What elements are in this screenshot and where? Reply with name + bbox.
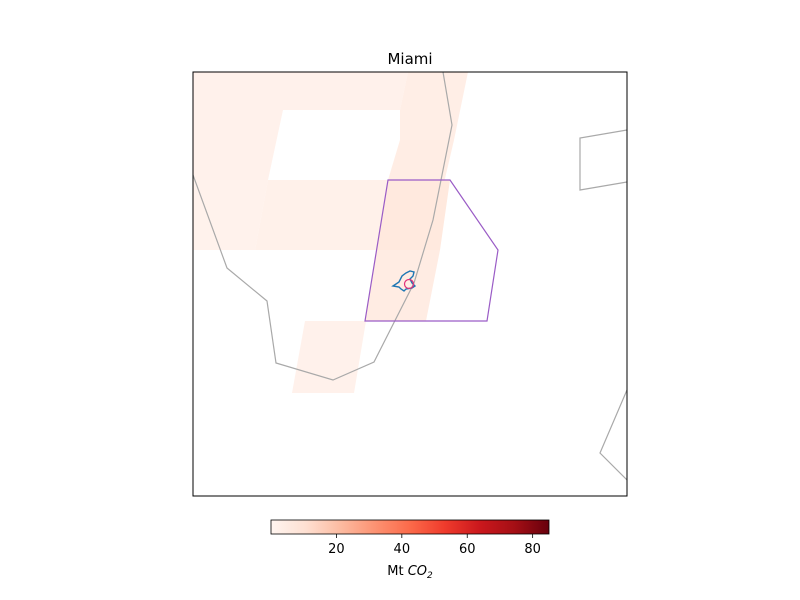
region-outline xyxy=(364,179,499,322)
emission-cell xyxy=(292,321,366,393)
colorbar-label: Mt CO2 xyxy=(387,564,433,581)
emission-cell xyxy=(255,180,388,250)
colorbar-tick-label: 40 xyxy=(394,542,411,557)
map-frame xyxy=(192,71,628,497)
florida-coastline xyxy=(193,72,453,381)
colorbar-tick-label: 80 xyxy=(524,542,541,557)
emission-cell xyxy=(376,180,450,250)
colorbar: 20 40 60 80 Mt CO2 xyxy=(270,519,550,581)
emission-cells xyxy=(193,72,468,393)
island-coastline xyxy=(579,129,627,191)
colorbar-ticks: 20 40 60 80 xyxy=(328,534,541,557)
island-coastline xyxy=(599,389,627,481)
emission-cell xyxy=(400,72,468,140)
emission-cell xyxy=(193,72,408,180)
colorbar-tick-label: 60 xyxy=(459,542,476,557)
colorbar-tick-label: 20 xyxy=(328,542,345,557)
emission-cell xyxy=(193,180,268,250)
map-area xyxy=(193,72,627,481)
coastlines xyxy=(193,72,627,481)
colorbar-gradient xyxy=(270,519,550,535)
city-marker xyxy=(403,278,415,290)
urban-area-outline xyxy=(391,270,417,292)
map-title: Miami xyxy=(387,50,432,68)
emission-cell xyxy=(365,250,440,321)
